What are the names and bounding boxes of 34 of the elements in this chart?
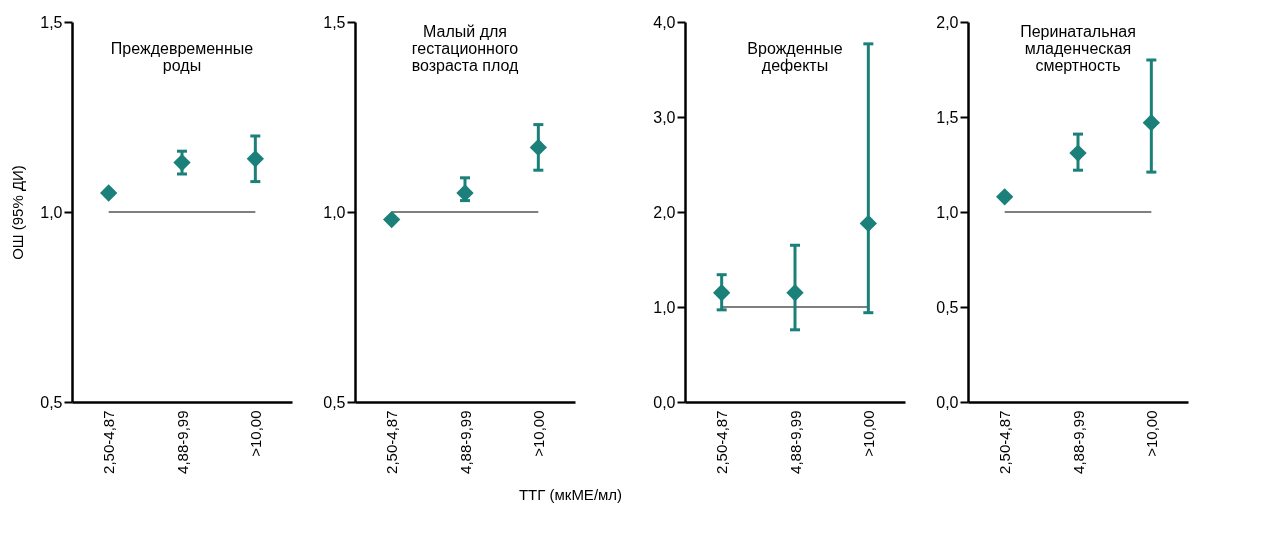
text: Врожденные дефекты (747, 40, 843, 74)
y-tick-label: 0,5 (936, 298, 959, 316)
text: Перинатальная младенческая смертность (1020, 23, 1136, 74)
y-tick-label: 1,0 (653, 298, 676, 316)
y-tick-label: 3,0 (653, 108, 676, 126)
y-tick-label: 0,0 (653, 393, 676, 411)
x-tick-label: >10,00 (859, 410, 877, 457)
y-tick-label: 2,0 (653, 203, 676, 221)
y-tick-label: 1,5 (936, 108, 959, 126)
y-tick-label: 0,0 (936, 393, 959, 411)
x-axis-title: ТТГ (мкМЕ/мл) (518, 485, 623, 503)
x-tick-label: >10,00 (246, 410, 264, 457)
x-tick-label: 4,88-9,99 (1069, 410, 1087, 474)
x-tick-label: 4,88-9,99 (786, 410, 804, 474)
y-tick-label: 1,5 (40, 13, 63, 31)
y-tick-label: 4,0 (653, 13, 676, 31)
y-tick-label: 1,0 (40, 203, 63, 221)
x-tick-label: 2,50-4,87 (996, 410, 1014, 474)
y-tick-label: 2,0 (936, 13, 959, 31)
x-tick-label: 4,88-9,99 (173, 410, 191, 474)
x-tick-label: 2,50-4,87 (713, 410, 731, 474)
text: Преждевременные роды (110, 40, 254, 74)
text: Малый для гестационного возраста плод (411, 23, 520, 74)
y-tick-label: 0,5 (40, 393, 63, 411)
y-axis-title: ОШ (95% ДИ) (9, 165, 27, 260)
y-tick-label: 1,0 (936, 203, 959, 221)
y-tick-label: 0,5 (323, 393, 346, 411)
y-tick-label: 1,0 (323, 203, 346, 221)
x-tick-label: 2,50-4,87 (383, 410, 401, 474)
y-tick-label: 1,5 (323, 13, 346, 31)
x-tick-label: >10,00 (529, 410, 547, 457)
x-tick-label: 4,88-9,99 (456, 410, 474, 474)
x-tick-label: >10,00 (1142, 410, 1160, 457)
x-tick-label: 2,50-4,87 (100, 410, 118, 474)
